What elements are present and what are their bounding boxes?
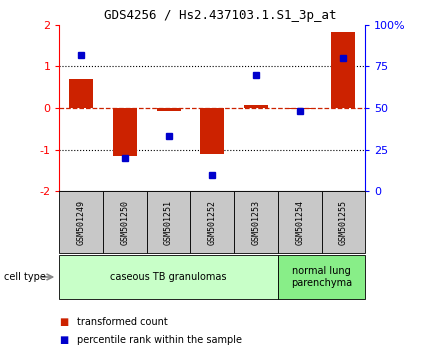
Bar <box>288 108 312 109</box>
Text: GSM501251: GSM501251 <box>164 200 173 245</box>
Text: GSM501249: GSM501249 <box>77 200 86 245</box>
Text: GSM501252: GSM501252 <box>208 200 217 245</box>
Bar <box>278 255 365 299</box>
Bar <box>278 191 322 253</box>
Text: GSM501250: GSM501250 <box>121 200 129 245</box>
Bar <box>200 108 224 154</box>
Text: cell type: cell type <box>4 272 46 282</box>
Text: normal lung
parenchyma: normal lung parenchyma <box>291 266 352 288</box>
Text: caseous TB granulomas: caseous TB granulomas <box>110 272 227 282</box>
Text: ■: ■ <box>59 335 69 345</box>
Bar <box>113 108 137 156</box>
Text: GSM501255: GSM501255 <box>339 200 348 245</box>
Bar <box>191 191 234 253</box>
Bar <box>103 191 147 253</box>
Bar <box>147 191 191 253</box>
Text: transformed count: transformed count <box>77 317 168 327</box>
Text: percentile rank within the sample: percentile rank within the sample <box>77 335 242 345</box>
Text: GDS4256 / Hs2.437103.1.S1_3p_at: GDS4256 / Hs2.437103.1.S1_3p_at <box>104 9 336 22</box>
Bar <box>322 191 365 253</box>
Text: ■: ■ <box>59 317 69 327</box>
Bar <box>157 108 181 111</box>
Text: GSM501253: GSM501253 <box>252 200 260 245</box>
Text: GSM501254: GSM501254 <box>295 200 304 245</box>
Bar <box>244 105 268 108</box>
Bar <box>69 79 93 108</box>
Bar <box>331 32 356 108</box>
Bar <box>59 255 278 299</box>
Bar <box>59 191 103 253</box>
Bar <box>234 191 278 253</box>
